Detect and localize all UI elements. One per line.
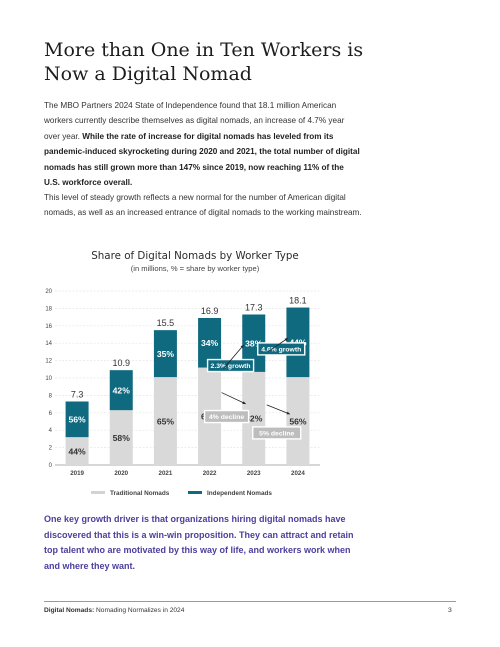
bar-traditional-2023 bbox=[242, 371, 266, 465]
traditional-share-2019: 44% bbox=[68, 446, 86, 456]
legend: Traditional Nomads Independent Nomads bbox=[91, 490, 272, 497]
legend-label-traditional: Traditional Nomads bbox=[110, 490, 170, 497]
y-tick-label: 12 bbox=[45, 359, 52, 365]
bar-independent-2022 bbox=[198, 317, 222, 368]
legend-label-independent: Independent Nomads bbox=[207, 490, 272, 497]
traditional-share-2023: 62% bbox=[245, 414, 263, 424]
independent-share-2023: 38% bbox=[245, 338, 263, 348]
bar-independent-2019 bbox=[65, 401, 89, 438]
annotation-growth-2023-2024-arrowhead bbox=[284, 338, 288, 342]
independent-share-2019: 56% bbox=[68, 415, 86, 425]
intro-paragraph: The MBO Partners 2024 State of Independe… bbox=[44, 98, 362, 190]
digital-nomads-chart: Share of Digital Nomads by Worker Type (… bbox=[45, 250, 320, 497]
footer-rule bbox=[44, 601, 456, 602]
traditional-share-2024: 56% bbox=[289, 416, 307, 426]
traditional-share-2021: 65% bbox=[157, 416, 175, 426]
title-line-1: More than One in Ten Workers is bbox=[44, 39, 364, 61]
annotation-growth-2023-2024-label: 4.6% growth bbox=[261, 347, 301, 354]
bar-traditional-2021 bbox=[153, 377, 177, 465]
y-tick-label: 10 bbox=[45, 376, 52, 382]
y-tick-label: 14 bbox=[45, 341, 52, 347]
footer-title-rest: Nomading Normalizes in 2024 bbox=[94, 607, 185, 614]
title-line-2: Now a Digital Nomad bbox=[44, 63, 252, 85]
annotation-growth-2022-2023-box bbox=[206, 358, 255, 373]
annotation-decline-2023-2024-arrow bbox=[266, 404, 291, 415]
second-paragraph: This level of steady growth reflects a n… bbox=[44, 193, 362, 218]
legend-swatch-traditional bbox=[91, 491, 105, 494]
annotation-growth-2022-2023-label: 2.3% growth bbox=[211, 363, 251, 370]
chart-subtitle: (in millions, % = share by worker type) bbox=[131, 264, 260, 273]
legend-swatch-independent bbox=[188, 491, 202, 494]
page-number: 3 bbox=[448, 607, 452, 614]
total-label-2024: 18.1 bbox=[289, 296, 307, 306]
independent-share-2022: 34% bbox=[201, 338, 219, 348]
total-label-2020: 10.9 bbox=[112, 358, 130, 368]
y-tick-label: 20 bbox=[45, 289, 52, 295]
x-tick-label: 2019 bbox=[70, 470, 84, 477]
bar-traditional-2024 bbox=[286, 377, 310, 465]
annotation-decline-2022-2023-box bbox=[203, 409, 250, 424]
intro-text: The MBO Partners 2024 State of Independe… bbox=[44, 101, 345, 141]
chart-title: Share of Digital Nomads by Worker Type bbox=[91, 250, 298, 262]
annotation-decline-2023-2024-label: 5% decline bbox=[259, 431, 294, 438]
y-tick-label: 6 bbox=[49, 411, 53, 417]
bar-traditional-2019 bbox=[65, 437, 89, 465]
annotation-growth-2023-2024-arrow bbox=[267, 337, 289, 353]
x-tick-label: 2021 bbox=[159, 470, 173, 477]
bar-independent-2020 bbox=[109, 370, 133, 411]
annotation-growth-2022-2023-arrowhead bbox=[240, 344, 244, 349]
bar-independent-2023 bbox=[242, 314, 266, 372]
footer-title: Digital Nomads: Nomading Normalizes in 2… bbox=[44, 607, 184, 614]
y-tick-label: 4 bbox=[49, 428, 53, 434]
intro-bold-text: While the rate of increase for digital n… bbox=[44, 131, 360, 188]
annotation-decline-2023-2024-arrowhead bbox=[286, 411, 290, 415]
independent-share-2021: 35% bbox=[157, 349, 175, 359]
total-label-2019: 7.3 bbox=[71, 389, 84, 399]
annotation-decline-2022-2023-label: 4% decline bbox=[209, 414, 244, 421]
y-tick-label: 16 bbox=[45, 324, 52, 330]
bar-independent-2021 bbox=[153, 330, 177, 378]
annotation-decline-2023-2024-box bbox=[252, 426, 302, 440]
x-tick-label: 2020 bbox=[114, 470, 128, 477]
annotation-decline-2022-2023-arrow bbox=[221, 392, 246, 405]
callout-text: One key growth driver is that organizati… bbox=[44, 514, 354, 571]
x-tick-label: 2022 bbox=[203, 470, 217, 477]
total-label-2023: 17.3 bbox=[245, 302, 263, 312]
page-title: More than One in Ten Workers is Now a Di… bbox=[44, 38, 464, 86]
traditional-share-2020: 58% bbox=[113, 433, 131, 443]
independent-share-2020: 42% bbox=[113, 385, 131, 395]
annotations: 2.3% growth 4.6% growth 4% decline 5% decli… bbox=[203, 337, 306, 440]
y-tick-label: 0 bbox=[49, 463, 53, 469]
bar-traditional-2020 bbox=[109, 410, 133, 465]
y-axis: 0 2 4 6 8 10 12 14 16 18 20 2019 2020 2021 2022 2023 202… bbox=[45, 289, 320, 477]
x-tick-label: 2024 bbox=[291, 470, 305, 477]
y-tick-label: 2 bbox=[49, 446, 53, 452]
x-tick-label: 2023 bbox=[247, 470, 261, 477]
footer-title-bold: Digital Nomads: bbox=[44, 607, 95, 614]
total-label-2022: 16.9 bbox=[201, 306, 219, 316]
y-tick-label: 18 bbox=[45, 306, 52, 312]
total-label-2021: 15.5 bbox=[157, 318, 175, 328]
annotation-decline-2022-2023-arrowhead bbox=[242, 401, 246, 404]
annotation-growth-2022-2023-arrow bbox=[223, 344, 245, 369]
y-tick-label: 8 bbox=[49, 393, 53, 399]
